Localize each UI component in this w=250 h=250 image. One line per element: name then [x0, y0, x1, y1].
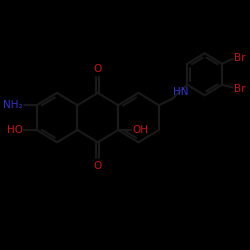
Text: HN: HN — [173, 87, 188, 97]
Text: HO: HO — [6, 125, 22, 135]
Text: OH: OH — [132, 125, 148, 135]
Text: NH₂: NH₂ — [3, 100, 22, 110]
Text: O: O — [94, 161, 102, 171]
Text: O: O — [94, 64, 102, 74]
Text: Br: Br — [234, 53, 245, 63]
Text: Br: Br — [234, 84, 245, 94]
